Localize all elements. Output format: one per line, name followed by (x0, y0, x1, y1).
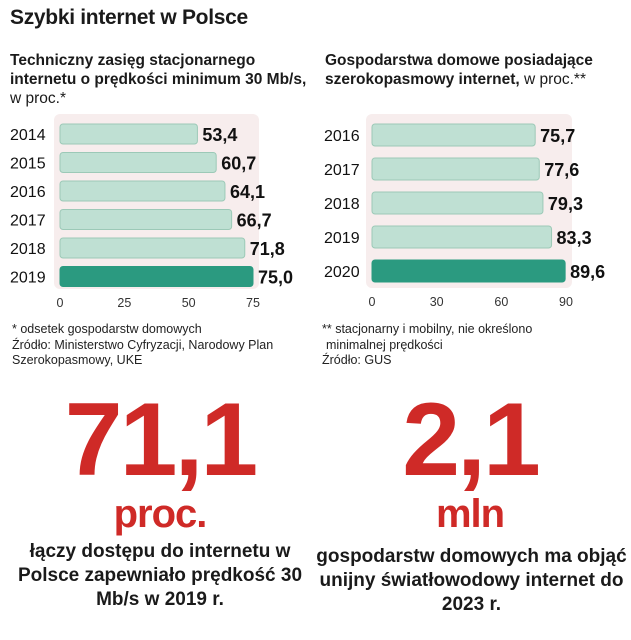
left-bar (59, 209, 233, 230)
left-chart-subtitle: Techniczny zasięg stacjonarnego internet… (10, 51, 310, 108)
left-chart-notes: * odsetek gospodarstw domowych Źródło: M… (12, 322, 302, 369)
right-value-label: 77,6 (544, 160, 579, 180)
left-value-label: 71,8 (250, 239, 285, 259)
left-bar (59, 152, 217, 173)
right-subtitle-unit: w proc.** (519, 71, 587, 88)
right-bar (371, 225, 553, 249)
left-footnote: * odsetek gospodarstw domowych (12, 322, 202, 336)
right-x-tick-label: 60 (494, 295, 508, 309)
left-x-tick-label: 75 (246, 296, 260, 310)
left-value-label: 53,4 (202, 125, 237, 145)
right-chart-subtitle: Gospodarstwa domowe posiadające szerokop… (325, 51, 605, 89)
left-bar (59, 237, 246, 259)
left-subtitle-unit: w proc.* (10, 90, 66, 107)
left-category-label: 2017 (10, 213, 46, 230)
right-category-label: 2019 (324, 230, 360, 247)
left-x-tick-label: 25 (117, 296, 131, 310)
left-bar (59, 123, 198, 145)
right-x-tick-label: 0 (369, 295, 376, 309)
left-category-label: 2019 (10, 270, 46, 287)
right-footnote-cont: minimalnej prędkości (326, 337, 443, 352)
right-value-label: 89,6 (570, 262, 605, 282)
left-x-tick-label: 50 (182, 296, 196, 310)
left-bar (59, 180, 226, 202)
left-x-tick-label: 0 (57, 296, 64, 310)
page-title: Szybki internet w Polsce (10, 6, 248, 29)
left-caption: łączy dostępu do internetu w Polsce zape… (17, 541, 303, 610)
right-subtitle-main: Gospodarstwa domowe posiadające szerokop… (325, 52, 593, 88)
right-category-label: 2018 (324, 196, 360, 213)
right-bar (371, 259, 566, 283)
right-category-label: 2016 (324, 128, 360, 145)
right-bar (371, 157, 540, 181)
right-footnote: ** stacjonarny i mobilny, nie określono (322, 322, 533, 336)
left-category-label: 2014 (10, 127, 46, 144)
right-chart-notes: ** stacjonarny i mobilny, nie określono … (322, 322, 592, 369)
right-bar (371, 191, 544, 215)
right-x-tick-label: 90 (559, 295, 573, 309)
right-category-label: 2017 (324, 162, 360, 179)
left-source: Źródło: Ministerstwo Cyfryzacji, Narodow… (12, 337, 274, 368)
right-source: Źródło: GUS (322, 353, 392, 367)
right-big-number: 2,1 (402, 382, 541, 498)
left-value-label: 75,0 (258, 268, 293, 288)
left-value-label: 64,1 (230, 182, 265, 202)
right-bar (371, 123, 536, 147)
right-big-unit: mln (435, 492, 505, 536)
right-value-label: 75,7 (540, 126, 575, 146)
right-bar-chart: 2016 75,7 2017 77,6 2018 79,3 2019 83,3 2020 89,6… (324, 114, 605, 309)
right-caption: gospodarstw domowych ma objąć unijny świ… (316, 546, 627, 615)
left-category-label: 2015 (10, 156, 46, 173)
left-category-label: 2018 (10, 241, 46, 258)
right-category-label: 2020 (324, 264, 360, 281)
left-big-number: 71,1 (64, 382, 258, 498)
right-x-tick-label: 30 (430, 295, 444, 309)
left-category-label: 2016 (10, 184, 46, 201)
left-bar-chart: 2014 53,4 2015 60,7 2016 64,1 2017 66,7 2018 71,8… (10, 114, 293, 310)
left-subtitle-main: Techniczny zasięg stacjonarnego internet… (10, 52, 307, 88)
right-value-label: 79,3 (548, 194, 583, 214)
left-value-label: 60,7 (221, 154, 256, 174)
left-bar (59, 266, 254, 287)
left-value-label: 66,7 (237, 211, 272, 231)
left-big-unit: proc. (113, 492, 208, 536)
right-value-label: 83,3 (557, 228, 592, 248)
